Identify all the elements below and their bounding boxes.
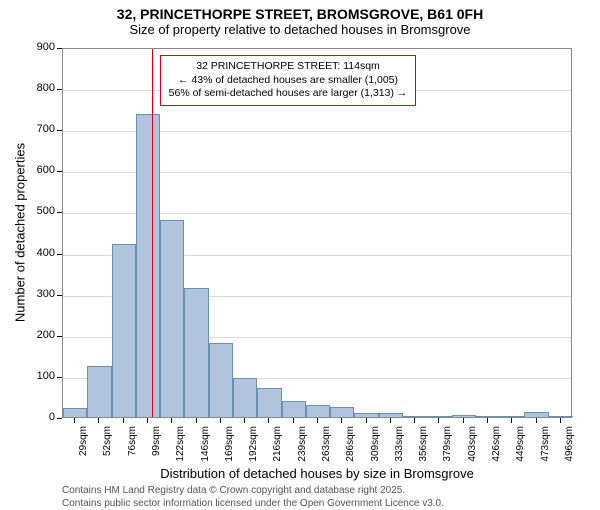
x-tick-label: 76sqm [127,426,138,470]
histogram-bar [330,407,354,417]
y-tick-mark [57,377,62,378]
x-tick-mark [268,418,269,423]
x-tick-label: 473sqm [540,426,551,470]
x-tick-label: 309sqm [370,426,381,470]
x-tick-mark [487,418,488,423]
histogram-bar [549,416,573,417]
x-tick-label: 29sqm [78,426,89,470]
y-tick-label: 700 [27,123,55,135]
histogram-bar [160,220,184,417]
callout-box: 32 PRINCETHORPE STREET: 114sqm← 43% of d… [160,55,417,106]
y-tick-label: 200 [27,329,55,341]
histogram-bar [524,412,548,417]
y-tick-label: 100 [27,370,55,382]
x-tick-label: 356sqm [418,426,429,470]
y-tick-label: 500 [27,205,55,217]
x-tick-mark [74,418,75,423]
histogram-bar [257,388,281,417]
histogram-bar [427,416,451,417]
x-tick-mark [98,418,99,423]
histogram-bar [306,405,330,417]
y-tick-mark [57,418,62,419]
x-tick-mark [366,418,367,423]
plot-area: 32 PRINCETHORPE STREET: 114sqm← 43% of d… [62,48,572,418]
x-tick-mark [293,418,294,423]
x-tick-mark [511,418,512,423]
histogram-bar [112,244,136,417]
histogram-bar [500,416,524,417]
x-tick-label: 286sqm [345,426,356,470]
y-tick-label: 400 [27,247,55,259]
x-tick-mark [147,418,148,423]
x-tick-label: 449sqm [515,426,526,470]
x-tick-label: 403sqm [467,426,478,470]
histogram-bar [209,343,233,417]
y-tick-mark [57,336,62,337]
y-tick-mark [57,130,62,131]
x-tick-mark [560,418,561,423]
x-tick-label: 192sqm [248,426,259,470]
x-tick-mark [438,418,439,423]
y-tick-mark [57,48,62,49]
histogram-bar [354,413,378,417]
x-tick-label: 146sqm [200,426,211,470]
marker-line [152,49,153,417]
footer-attribution: Contains HM Land Registry data © Crown c… [62,484,444,510]
x-tick-label: 52sqm [102,426,113,470]
x-tick-label: 426sqm [491,426,502,470]
y-tick-label: 600 [27,164,55,176]
x-tick-label: 216sqm [272,426,283,470]
y-tick-mark [57,254,62,255]
x-tick-label: 239sqm [297,426,308,470]
x-tick-label: 169sqm [224,426,235,470]
x-tick-mark [414,418,415,423]
chart-container: 32, PRINCETHORPE STREET, BROMSGROVE, B61… [0,0,600,500]
histogram-bar [184,288,208,418]
x-tick-mark [317,418,318,423]
y-tick-mark [57,89,62,90]
x-tick-mark [244,418,245,423]
histogram-bar [136,114,160,417]
histogram-bar [63,408,87,417]
y-tick-label: 800 [27,82,55,94]
y-tick-label: 0 [27,411,55,423]
x-tick-label: 496sqm [564,426,575,470]
x-tick-label: 263sqm [321,426,332,470]
histogram-bar [476,416,500,417]
y-tick-mark [57,295,62,296]
y-tick-mark [57,171,62,172]
callout-text: 56% of semi-detached houses are larger (… [169,87,408,101]
x-tick-mark [536,418,537,423]
x-tick-mark [196,418,197,423]
x-tick-mark [463,418,464,423]
x-tick-label: 333sqm [394,426,405,470]
y-tick-label: 300 [27,288,55,300]
x-tick-label: 122sqm [175,426,186,470]
histogram-bar [403,416,427,417]
histogram-bar [87,366,111,417]
footer-line1: Contains HM Land Registry data © Crown c… [62,484,444,497]
x-tick-label: 379sqm [442,426,453,470]
x-tick-mark [341,418,342,423]
callout-text: 32 PRINCETHORPE STREET: 114sqm [169,60,408,74]
x-tick-mark [171,418,172,423]
y-tick-label: 900 [27,41,55,53]
y-axis-label: Number of detached properties [13,133,28,333]
histogram-bar [452,415,476,417]
histogram-bar [282,401,306,417]
x-tick-label: 99sqm [151,426,162,470]
footer-line2: Contains public sector information licen… [62,497,444,510]
x-tick-mark [390,418,391,423]
histogram-bar [233,378,257,417]
chart-title-sub: Size of property relative to detached ho… [0,22,600,41]
callout-text: ← 43% of detached houses are smaller (1,… [169,74,408,88]
x-tick-mark [220,418,221,423]
histogram-bar [379,413,403,417]
x-tick-mark [123,418,124,423]
chart-title-main: 32, PRINCETHORPE STREET, BROMSGROVE, B61… [0,0,600,22]
y-tick-mark [57,212,62,213]
